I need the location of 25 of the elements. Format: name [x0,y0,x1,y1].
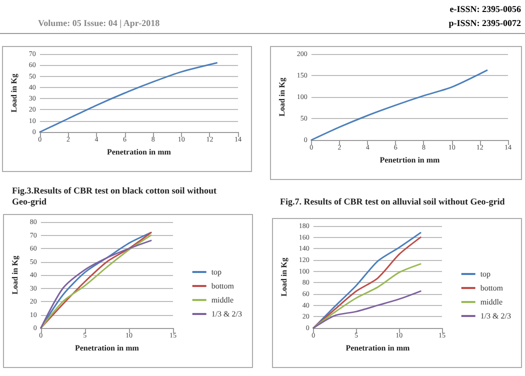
y-axis-title: Load in Kg [278,78,286,116]
legend-label: bottom [211,282,235,290]
x-axis-title: Penetration in mm [346,344,410,352]
text: p-ISSN: 2395-0072 [448,18,521,28]
x-axis-title: Penetration in mm [106,148,172,156]
line-series [310,70,488,141]
legend-label: bottom [480,284,504,292]
text: Volume: 05 Issue: 04 | Apr-2018 [38,18,160,28]
text: Fig.3.Results of CBR test on black cotton soil without Geo-grid [12,186,219,206]
x-axis-title: Penetration in mm [74,344,140,352]
legend-label: top [480,270,491,278]
legend-label: top [211,268,222,276]
y-axis-title: Load in Kg [10,256,20,294]
x-axis-title: Penetrtion in mm [380,156,440,164]
text: Fig.7. Results of CBR test on alluvial soil without Geo-grid [280,196,505,206]
legend-label: middle [480,298,503,306]
y-axis-title: Load in Kg [280,258,288,296]
line-series [312,290,422,329]
text: e-ISSN: 2395-0056 [450,4,521,14]
line-series [312,263,422,329]
legend-label: 1/3 & 2/3 [480,312,512,320]
legend-label: middle [211,296,234,304]
line-series [39,62,218,133]
legend-label: 1/3 & 2/3 [211,310,242,318]
y-axis-title: Load in Kg [10,74,18,112]
